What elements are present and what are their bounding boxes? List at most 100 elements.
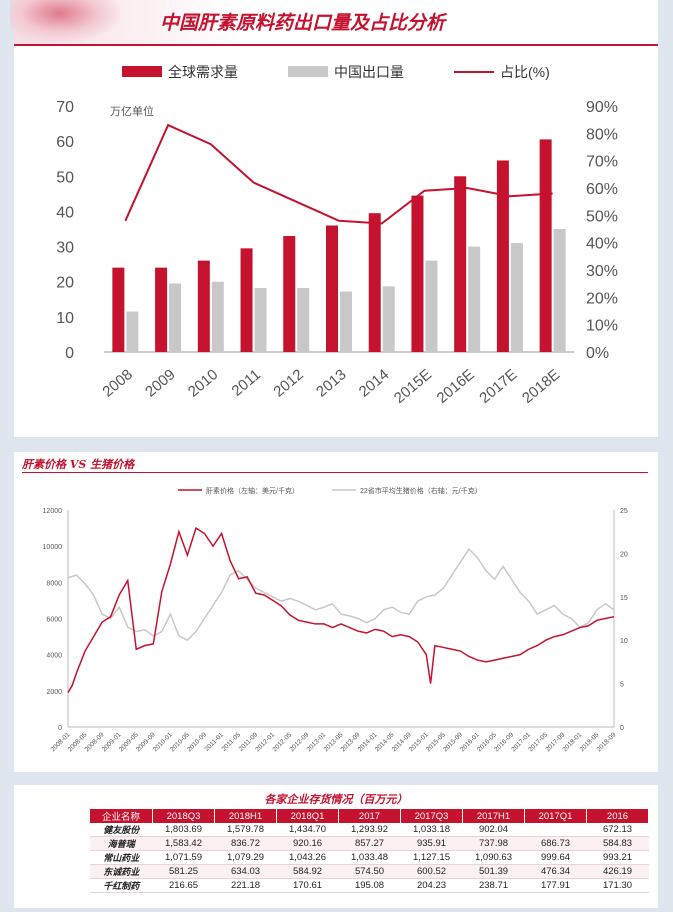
x-tick-label: 2009 <box>142 366 178 400</box>
export-bar-line-chart: 全球需求量 中国出口量 占比(%) 万亿单位 0 10 20 30 40 50 60 70 0% 10% 2… <box>56 64 618 407</box>
inventory-value-cell: 1,579.78 <box>214 823 277 837</box>
bar-global-demand <box>368 213 381 352</box>
x-tick-label: 2013 <box>313 366 349 400</box>
y2-tick-label: 40% <box>586 236 618 253</box>
y2-tick-label: 60% <box>586 181 618 198</box>
company-name-cell: 海普瑞 <box>90 836 153 851</box>
company-name-cell: 千红制药 <box>90 878 153 893</box>
inventory-value-cell: 584.83 <box>586 836 649 851</box>
table-header-cell: 企业名称 <box>90 809 153 823</box>
company-name-cell: 健友股份 <box>90 823 153 837</box>
inventory-value-cell: 501.39 <box>462 864 525 879</box>
chart1-title: 中国肝素原料药出口量及占比分析 <box>160 12 446 34</box>
price-line-chart: 肝素价格（左轴：美元/千克） 22省市平均生猪价格（右轴：元/千克） 0 2000 40… <box>43 486 628 753</box>
bar-global-demand <box>197 260 210 352</box>
table-row: 常山药业 1,071.59 1,079.29 1,043.26 1,033.48 1,12… <box>90 850 649 865</box>
bar-global-demand <box>112 267 125 352</box>
table-title: 各家企业存货情况（百万元） <box>264 793 408 806</box>
inventory-value-cell: 1,079.29 <box>214 850 277 865</box>
inventory-value-cell: 600.52 <box>400 864 463 879</box>
x-tick-label: 2014 <box>356 366 392 400</box>
table-header-cell: 2017H1 <box>462 809 525 823</box>
y-tick-label: 0 <box>58 725 62 732</box>
legend-label-2: 占比(%) <box>500 64 550 80</box>
x-tick-label: 2015E <box>391 366 435 407</box>
bar-global-demand <box>283 236 296 352</box>
inventory-value-cell: 238.71 <box>462 878 525 893</box>
x-tick-label: 2011 <box>228 366 264 400</box>
table-row: 海普瑞 1,583.42 836.72 920.16 857.27 935.91 737.9… <box>90 836 649 851</box>
y2-tick-label: 5 <box>620 682 624 689</box>
table-header-row: 企业名称 2018Q3 2018H1 2018Q1 2017 2017Q3 2017H1 20… <box>90 809 649 823</box>
bar-china-export <box>126 311 139 352</box>
bar-china-export <box>297 288 310 352</box>
bar-china-export <box>468 246 481 352</box>
table-header-cell: 2017Q3 <box>400 809 463 823</box>
y-tick-label: 4000 <box>46 653 62 660</box>
inventory-value-cell: 1,803.69 <box>152 823 215 837</box>
y-tick-label: 70 <box>56 99 74 116</box>
y2-tick-label: 70% <box>586 154 618 171</box>
y-tick-label: 40 <box>56 204 74 221</box>
x-tick-label: 2010 <box>185 366 221 400</box>
y-tick-label: 10 <box>56 310 74 327</box>
inventory-value-cell <box>524 823 587 837</box>
bar-china-export <box>382 286 395 352</box>
inventory-value-cell: 634.03 <box>214 864 277 879</box>
inventory-value-cell: 1,033.18 <box>400 823 463 837</box>
title-bar <box>10 0 658 44</box>
bar-china-export <box>425 260 438 352</box>
legend-label-0: 全球需求量 <box>168 64 238 80</box>
y-tick-label: 20 <box>56 275 74 292</box>
bar-global-demand <box>411 195 424 352</box>
legend-swatch-0 <box>122 66 162 77</box>
inventory-value-cell: 1,071.59 <box>152 850 215 865</box>
y-tick-label: 60 <box>56 134 74 151</box>
bar-china-export <box>553 229 566 352</box>
table-header-cell: 2018Q1 <box>276 809 339 823</box>
inventory-value-cell: 1,583.42 <box>152 836 215 851</box>
table-header-cell: 2018Q3 <box>152 809 215 823</box>
legend-label-1: 中国出口量 <box>334 64 404 80</box>
table-header-cell: 2017Q1 <box>524 809 587 823</box>
x-tick-label: 2018-09 <box>596 731 618 753</box>
inventory-value-cell: 574.50 <box>338 864 401 879</box>
y2-tick-label: 50% <box>586 208 618 225</box>
y-tick-label: 8000 <box>46 580 62 587</box>
y2-tick-label: 20% <box>586 290 618 307</box>
x-tick-label: 2018E <box>519 366 563 407</box>
inventory-value-cell: 171.30 <box>586 878 649 893</box>
inventory-value-cell: 935.91 <box>400 836 463 851</box>
inventory-table: 企业名称 2018Q3 2018H1 2018Q1 2017 2017Q3 2017H1 20… <box>90 809 649 893</box>
y2-tick-label: 10 <box>620 638 628 645</box>
inventory-value-cell: 204.23 <box>400 878 463 893</box>
export-analysis-panel: 中国肝素原料药出口量及占比分析 全球需求量 中国出口量 占比(%) 万亿单位 0 10 20… <box>10 0 658 437</box>
chart2-title: 肝素价格 VS 生猪价格 <box>22 458 135 471</box>
y-tick-label: 2000 <box>46 689 62 696</box>
inventory-value-cell: 836.72 <box>214 836 277 851</box>
bar-global-demand <box>240 248 253 352</box>
y-tick-label: 6000 <box>46 617 62 624</box>
inventory-value-cell: 1,090.63 <box>462 850 525 865</box>
x-tick-label: 2008 <box>99 366 135 400</box>
y2-tick-label: 30% <box>586 263 618 280</box>
chart2-title-underline <box>22 472 648 473</box>
bar-global-demand <box>496 160 509 352</box>
inventory-value-cell: 857.27 <box>338 836 401 851</box>
inventory-value-cell: 737.98 <box>462 836 525 851</box>
y2-tick-label: 15 <box>620 595 628 602</box>
y2-tick-label: 80% <box>586 126 618 143</box>
legend-label-hog: 22省市平均生猪价格（右轴：元/千克） <box>360 486 482 495</box>
company-name-cell: 常山药业 <box>90 850 153 865</box>
price-comparison-panel: 肝素价格 VS 生猪价格 肝素价格（左轴：美元/千克） 22省市平均生猪价格（右轴… <box>14 452 658 772</box>
y-tick-label: 30 <box>56 240 74 257</box>
inventory-value-cell: 170.61 <box>276 878 339 893</box>
table-row: 千红制药 216.65 221.18 170.61 195.08 204.23 238.71… <box>90 878 649 893</box>
table-header-cell: 2017 <box>338 809 401 823</box>
table-row: 健友股份 1,803.69 1,579.78 1,434.70 1,293.92 1,03… <box>90 823 649 837</box>
inventory-value-cell: 476.34 <box>524 864 587 879</box>
inventory-value-cell: 177.91 <box>524 878 587 893</box>
unit-note: 万亿单位 <box>110 104 154 118</box>
inventory-value-cell: 581.25 <box>152 864 215 879</box>
inventory-value-cell: 216.65 <box>152 878 215 893</box>
